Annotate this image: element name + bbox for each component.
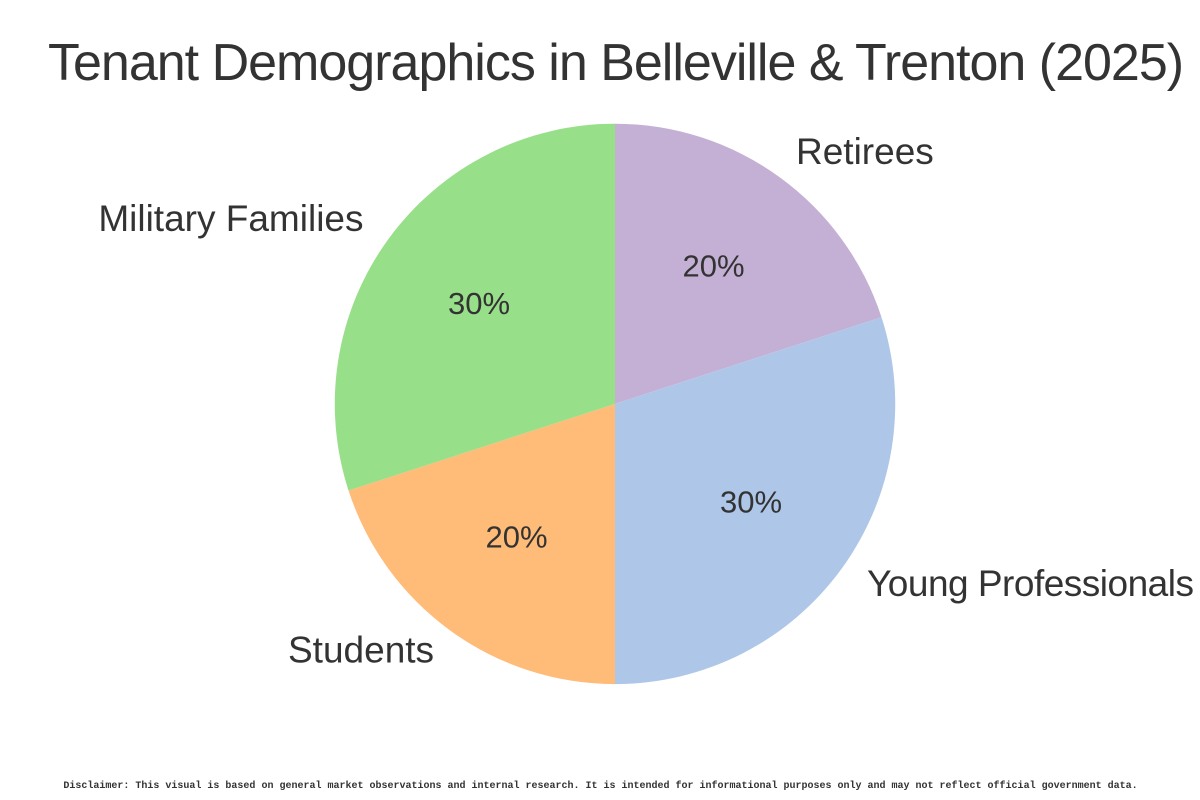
svg-text:Tenant Demographics in Bellevi: Tenant Demographics in Belleville & Tren… (48, 34, 1183, 92)
svg-text:30%: 30% (720, 484, 782, 519)
svg-text:Disclaimer: This visual is bas: Disclaimer: This visual is based on gene… (63, 780, 1137, 792)
svg-text:20%: 20% (682, 249, 744, 284)
svg-text:Students: Students (288, 630, 434, 671)
svg-text:30%: 30% (448, 286, 510, 321)
svg-text:Military Families: Military Families (98, 198, 363, 239)
svg-text:20%: 20% (485, 519, 547, 554)
svg-text:Retirees: Retirees (796, 131, 934, 172)
svg-text:Young Professionals: Young Professionals (867, 563, 1193, 604)
